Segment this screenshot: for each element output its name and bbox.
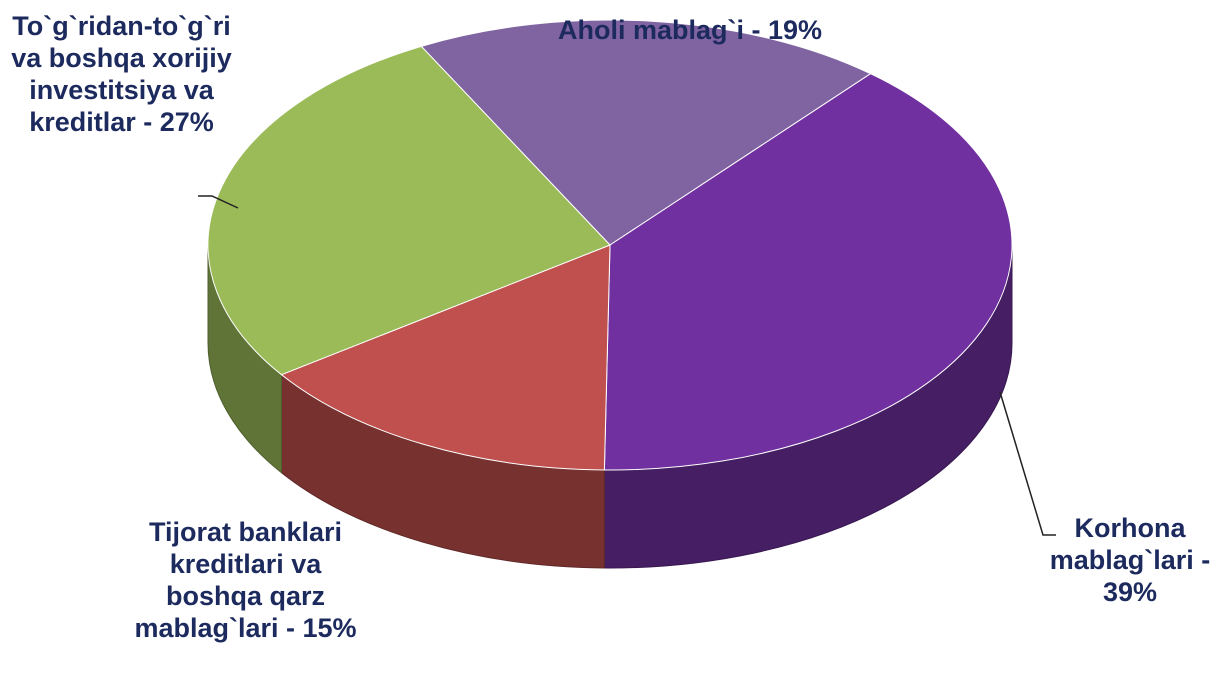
- pie-tops: [207, 19, 1013, 471]
- slice-label: Korhona mablag`lari - 39%: [1030, 512, 1226, 608]
- slice-label: To`g`ridan-to`g`ri va boshqa xorijiy inv…: [4, 10, 239, 138]
- pie-slice: [603, 73, 1013, 471]
- pie-slice: [207, 45, 611, 376]
- category-label: Aholi mablag`i -: [557, 15, 761, 45]
- category-label: Korhona mablag`lari -: [1049, 513, 1211, 575]
- value-label: 19%: [767, 15, 823, 45]
- value-label: 39%: [1102, 577, 1158, 607]
- category-label: Tijorat banklari kreditlari va boshqa qa…: [134, 517, 343, 643]
- slice-label: Aholi mablag`i - 19%: [540, 14, 840, 46]
- leader-line: [198, 195, 239, 209]
- category-label: To`g`ridan-to`g`ri va boshqa xorijiy inv…: [11, 11, 232, 137]
- slice-label: Tijorat banklari kreditlari va boshqa qa…: [118, 516, 373, 644]
- value-label: 15%: [302, 613, 357, 643]
- pie-sides: [207, 244, 1013, 569]
- leader-line: [999, 391, 1056, 536]
- pie-slice: [420, 19, 872, 246]
- value-label: 27%: [159, 107, 214, 137]
- pie-slice: [280, 244, 611, 471]
